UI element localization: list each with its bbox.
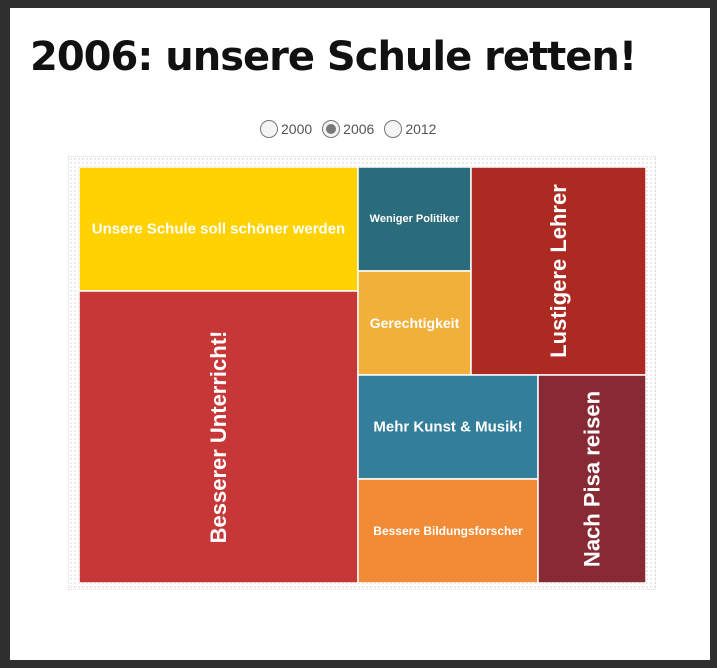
radio-2006[interactable] xyxy=(322,120,341,138)
year-selector: 2000 2006 2012 xyxy=(260,120,446,138)
page-title: 2006: unsere Schule retten! xyxy=(30,34,637,80)
year-label-2000: 2000 xyxy=(281,121,313,137)
year-option-2012[interactable]: 2012 xyxy=(384,120,436,138)
treemap-container: Unsere Schule soll schöner werden Bessere… xyxy=(68,156,656,590)
year-option-2000[interactable]: 2000 xyxy=(260,120,312,138)
year-option-2006[interactable]: 2006 xyxy=(322,120,374,138)
year-label-2012: 2012 xyxy=(405,121,437,137)
radio-2000[interactable] xyxy=(260,120,278,138)
treemap-tile-8[interactable] xyxy=(537,374,646,583)
treemap-tile-2[interactable] xyxy=(79,290,359,583)
treemap-tile-4-label: Gerechtigkeit xyxy=(370,315,460,331)
content-card: 2006: unsere Schule retten! 2000 2006 20… xyxy=(10,8,710,660)
treemap-tile-1[interactable] xyxy=(79,167,359,292)
treemap-tile-4[interactable] xyxy=(357,270,472,376)
treemap-tile-2-label: Besserer Unterricht! xyxy=(206,331,231,544)
treemap-tile-8-label: Nach Pisa reisen xyxy=(580,391,605,567)
radio-2012[interactable] xyxy=(384,120,403,138)
treemap-tile-1-label: Unsere Schule soll schöner werden xyxy=(92,221,345,238)
treemap-tile-6-label: Mehr Kunst & Musik! xyxy=(373,419,522,436)
treemap-chart: Unsere Schule soll schöner werden Bessere… xyxy=(79,167,646,583)
treemap-tile-7[interactable] xyxy=(357,478,539,583)
treemap-tile-5-label: Lustigere Lehrer xyxy=(546,184,571,358)
treemap-tile-5[interactable] xyxy=(470,167,646,376)
year-label-2006: 2006 xyxy=(343,121,375,137)
treemap-tile-3-label: Weniger Politiker xyxy=(370,213,460,225)
treemap-tile-7-label: Bessere Bildungsforscher xyxy=(373,524,523,538)
